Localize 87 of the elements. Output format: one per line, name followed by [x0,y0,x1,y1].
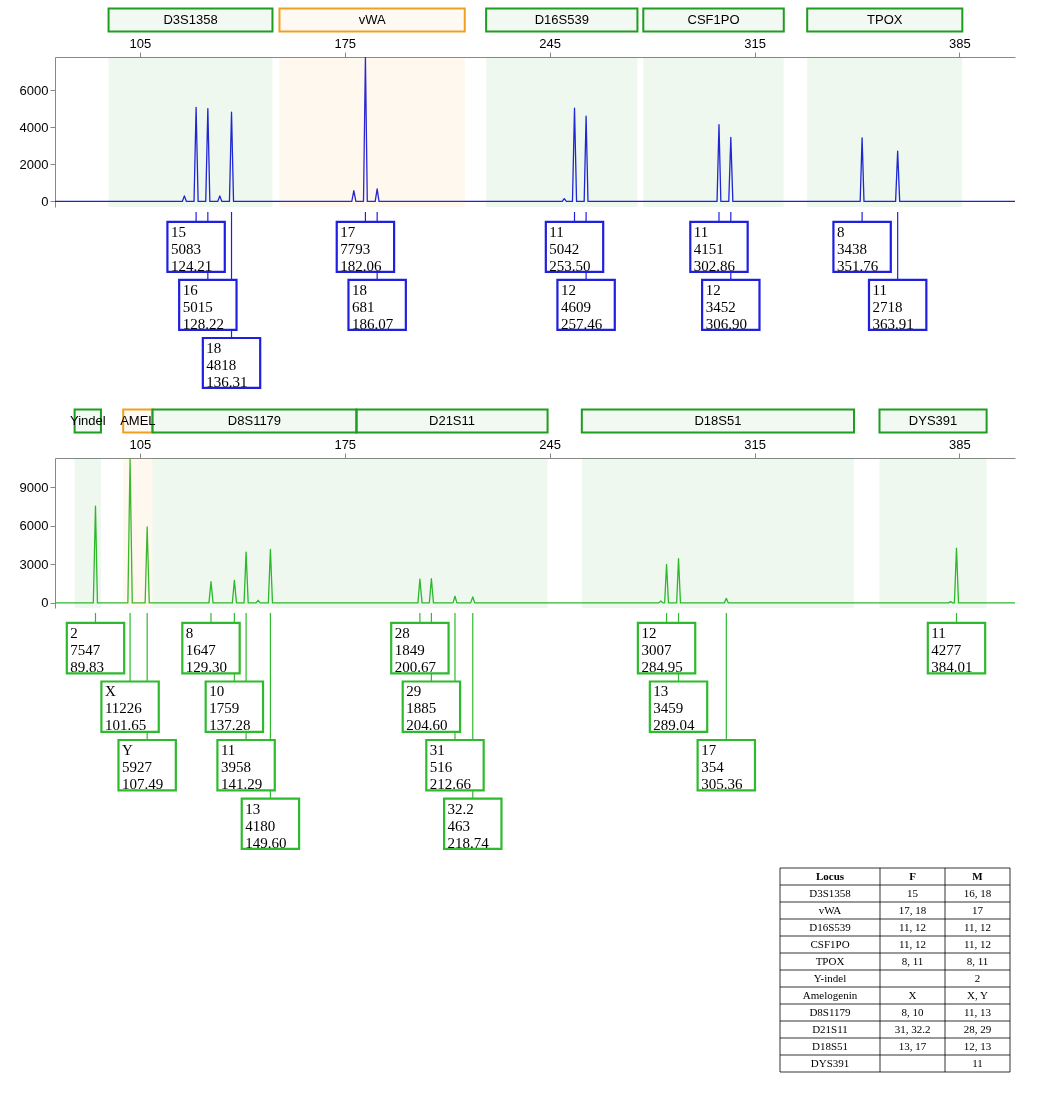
band-label: D8S1179 [227,413,282,428]
x-tick-label: 385 [949,35,971,51]
y-tick-label: 4000 [19,119,49,135]
annotation: 12 4609 257.46 [560,281,603,332]
annotation: 15 5083 124.21 [170,223,213,274]
category-label: D21S11 [812,1022,848,1035]
text: 11, 12 [898,937,927,950]
annotation: 18 4818 136.31 [206,340,248,390]
text: 11, 12 [898,920,927,933]
text: 11, 12 [963,937,992,950]
category-label: M [972,869,984,882]
category-label: D18S51 [811,1039,849,1052]
band-label: DYS391 [908,413,958,428]
annotation: 17 7793 182.06 [340,223,382,274]
annotation: 13 3459 289.04 [653,683,696,734]
x-tick-label: 385 [949,436,971,452]
text: 8, 10 [901,1005,924,1018]
text: 13, 17 [898,1039,927,1052]
x-tick-label: 175 [334,35,357,51]
annotation: 29 1885 204.60 [406,683,448,734]
x-tick-label: 105 [129,436,152,452]
x-tick-label: 315 [744,436,766,452]
y-tick-label: 6000 [19,82,49,98]
y-tick-label: 0 [41,193,49,209]
annotation: 12 3007 284.95 [641,624,683,675]
text: 11 [972,1056,983,1069]
text: 8, 11 [966,954,989,967]
band-label: CSF1PO [687,12,740,27]
annotation: X 11226 101.65 [104,683,147,734]
annotation: 11 4151 302.86 [693,223,736,274]
annotation: 18 681 186.07 [351,281,394,332]
band-label: D16S539 [534,12,589,27]
annotation: 11 2718 363.91 [872,281,914,332]
text: 11, 12 [963,920,992,933]
category-label: Amelogenin [802,988,858,1001]
category-label: D3S1358 [809,886,851,899]
y-tick-label: 3000 [19,556,49,572]
annotation: 28 1849 200.67 [394,624,437,675]
annotation: 11 3958 141.29 [220,742,263,793]
annotation: 12 3452 306.90 [705,281,747,332]
category-label: Y-indel [813,971,847,984]
band-label: D3S1358 [163,12,218,27]
band-label: vWA [358,12,386,27]
category-label: D16S539 [809,920,851,933]
x-tick-label: 105 [129,35,152,51]
text: 17, 18 [898,903,927,916]
x-tick-label: 245 [539,436,561,452]
annotation: 11 5042 253.50 [549,223,591,274]
band-label: D21S11 [429,413,476,428]
annotation: 31 516 212.66 [429,742,472,793]
annotation: 2 7547 89.83 [70,624,105,675]
text: 11, 13 [963,1005,992,1018]
text: 12, 13 [963,1039,992,1052]
text: X, Y [967,988,988,1001]
category-label: Locus [815,869,845,882]
y-tick-label: 9000 [19,479,49,495]
annotation: 13 4180 149.60 [245,800,287,851]
annotation: 8 3438 351.76 [836,223,879,274]
text: 16, 18 [963,886,992,899]
text: X [908,988,917,1001]
category-label: DYS391 [810,1056,850,1069]
category-label: D8S1179 [809,1005,851,1018]
annotation: 8 1647 129.30 [185,624,228,675]
annotation: Y 5927 107.49 [122,742,164,793]
text: 2 [974,971,981,984]
text: 8, 11 [901,954,924,967]
category-label: F [909,869,917,882]
text: 17 [972,903,983,916]
annotation: 10 1759 137.28 [209,683,251,734]
y-tick-label: 6000 [19,518,49,534]
annotation: 16 5015 128.22 [182,281,224,332]
text: 15 [907,886,918,899]
text: 31, 32.2 [894,1022,931,1035]
y-tick-label: 2000 [19,156,49,172]
band-label: D18S51 [694,413,742,428]
annotation: 32.2 463 218.74 [447,800,490,851]
band-label: TPOX [867,12,903,27]
category-label: vWA [818,903,842,916]
y-tick-label: 0 [41,595,49,611]
annotation: 11 4277 384.01 [931,624,973,675]
text: 28, 29 [963,1022,992,1035]
annotation: 17 354 305.36 [701,742,743,793]
x-tick-label: 175 [334,436,357,452]
category-label: CSF1PO [810,937,850,950]
x-tick-label: 315 [744,35,766,51]
category-label: TPOX [815,954,845,967]
x-tick-label: 245 [539,35,561,51]
